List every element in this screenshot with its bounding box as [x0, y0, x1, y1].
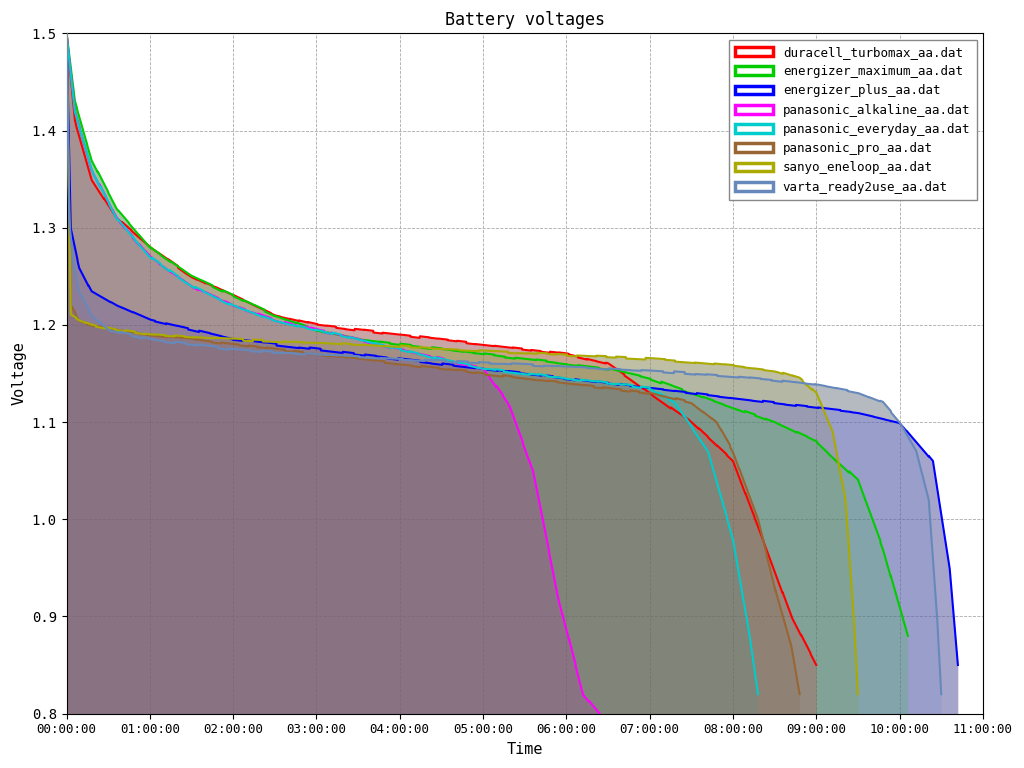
Title: Battery voltages: Battery voltages [444, 11, 605, 29]
Legend: duracell_turbomax_aa.dat, energizer_maximum_aa.dat, energizer_plus_aa.dat, panas: duracell_turbomax_aa.dat, energizer_maxi… [729, 40, 977, 200]
X-axis label: Time: Time [507, 742, 543, 757]
Y-axis label: Voltage: Voltage [11, 342, 26, 406]
